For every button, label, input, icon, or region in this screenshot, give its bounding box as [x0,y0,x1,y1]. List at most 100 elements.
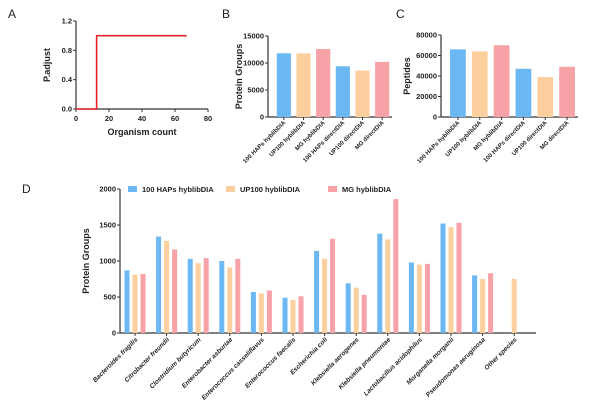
bar-up100-hyblibdia [353,287,359,333]
x-tick-label: 20 [105,114,113,123]
x-category-label: Pseudomonas aeruginosa [425,336,487,398]
bar-up100-hyblibdia [448,227,454,333]
y-tick-label: 1500 [99,221,116,230]
y-tick-label: 0 [112,329,116,338]
x-category-label: Enterococcus casseliflavus [201,336,267,402]
bar-up100-hyblibdia [290,299,296,333]
bar-3 [335,66,350,117]
y-axis-title: Protein Groups [81,228,91,294]
y-tick-label: 500 [103,293,116,302]
x-tick-label: 0 [74,114,78,123]
x-category-label: Klebsiella pneumoniae [337,336,392,391]
bar-up100-hyblibdia [385,239,391,333]
bar-100-haps-hyblibdia [282,297,288,333]
bar-mg-hyblibdia [424,263,430,333]
bar-mg-hyblibdia [488,273,494,333]
x-category-label: 100 HAPs directDIA [483,120,527,164]
x-tick-label: 60 [171,114,179,123]
bar-0 [276,53,291,117]
bar-100-haps-hyblibdia [408,262,414,333]
y-tick-label: 1000 [99,257,116,266]
bar-mg-hyblibdia [393,199,399,333]
y-tick-label: 1.2 [62,17,72,26]
legend-swatch [128,186,137,192]
bar-mg-hyblibdia [235,258,241,333]
legend-swatch [226,186,235,192]
y-tick-label: 5000 [247,86,264,95]
panel-label-d: D [22,182,31,196]
bar-5 [375,61,390,117]
bar-100-haps-hyblibdia [314,250,320,333]
y-tick-label: 40000 [416,72,437,81]
bar-100-haps-hyblibdia [156,236,162,333]
x-tick-label: 40 [138,114,146,123]
bar-up100-hyblibdia [227,267,233,333]
bar-100-haps-hyblibdia [124,270,130,333]
y-tick-label: 60000 [416,51,437,60]
bar-mg-hyblibdia [266,290,272,333]
y-tick-label: 0 [433,113,437,122]
bar-100-haps-hyblibdia [472,275,478,333]
x-category-label: UP100 directDIA [329,120,367,158]
legend-swatch [328,186,337,192]
panel-a-line-chart: 0.0 0.4 0.8 1.2 P.adjust 0 20 40 60 80 Organism co… [42,17,212,138]
bar-up100-hyblibdia [416,264,422,333]
bar-5 [559,66,575,117]
panel-label-b: B [222,7,230,21]
bar-100-haps-hyblibdia [219,261,225,333]
y-tick-label: 2000 [99,185,116,194]
y-tick-label: 0.4 [62,75,73,84]
y-tick-label: 0.8 [62,46,72,55]
bar-up100-hyblibdia [195,263,201,333]
y-axis-title: P.adjust [42,48,52,82]
y-axis-title: Protein Groups [234,44,244,110]
y-tick-label: 10000 [243,59,264,68]
panel-c-bar-chart: 0 20000 40000 60000 80000 Peptides 100 HAPs hy… [402,31,578,165]
bar-3 [515,68,532,117]
y-axis-title: Peptides [402,57,412,95]
bar-mg-hyblibdia [203,258,209,333]
bar-up100-hyblibdia [132,274,138,333]
bar-up100-hyblibdia [258,293,264,333]
bar-1 [296,53,311,117]
legend-label: MG hyblibDIA [342,185,392,194]
panel-label-a: A [8,7,16,21]
p-adjust-line [76,34,187,110]
x-category-label: Other species [483,336,519,372]
legend-label: UP100 hyblibDIA [240,185,301,194]
y-tick-label: 80000 [416,31,437,40]
y-tick-label: 0.0 [62,105,72,114]
bar-mg-hyblibdia [172,249,178,333]
y-tick-label: 20000 [416,92,437,101]
panel-label-c: C [396,7,405,21]
x-category-label: 100 HAPs hyblibDIA [417,120,462,165]
x-category-label: Lactobacillus acidophilus [363,336,424,397]
legend-label: 100 HAPs hyblibDIA [142,185,214,194]
bar-100-haps-hyblibdia [440,223,446,333]
bar-mg-hyblibdia [361,294,367,333]
bar-4 [355,70,370,117]
bar-up100-hyblibdia [480,279,486,333]
bar-1 [471,51,488,117]
x-axis-title: Organism count [107,127,176,137]
y-tick-label: 15000 [243,32,264,41]
bar-0 [450,49,466,117]
x-category-label: UP100 hyblibDIA [269,120,308,159]
bar-mg-hyblibdia [330,238,336,333]
bar-4 [537,77,554,117]
bar-mg-hyblibdia [456,222,462,333]
bar-mg-hyblibdia [140,273,146,333]
bar-2 [493,45,510,117]
bar-100-haps-hyblibdia [345,283,351,333]
bar-mg-hyblibdia [298,296,304,333]
bar-up100-hyblibdia [164,240,170,333]
bar-up100-hyblibdia [322,258,328,333]
x-tick-label: 80 [204,114,212,123]
bar-2 [316,48,331,117]
bar-100-haps-hyblibdia [377,233,383,333]
y-tick-label: 0 [260,113,264,122]
bar-up100-hyblibdia [511,279,517,333]
